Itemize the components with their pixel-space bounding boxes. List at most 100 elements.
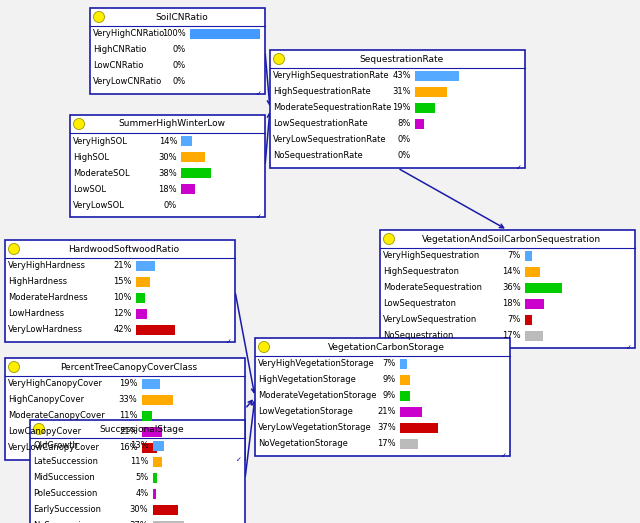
Bar [181, 184, 195, 194]
Text: 9%: 9% [383, 376, 396, 384]
Text: VeryHighHardness: VeryHighHardness [8, 262, 86, 270]
Bar [415, 119, 424, 129]
Bar [255, 338, 510, 456]
Bar [415, 103, 435, 113]
Text: 37%: 37% [377, 424, 396, 433]
Bar [401, 423, 438, 433]
Text: 19%: 19% [392, 104, 411, 112]
Bar [401, 407, 422, 417]
Text: VeryHighSequestrationRate: VeryHighSequestrationRate [273, 72, 390, 81]
Bar [152, 489, 156, 499]
Text: 21%: 21% [119, 427, 138, 437]
Text: LowCNRatio: LowCNRatio [93, 62, 143, 71]
Text: VegetationAndSoilCarbonSequestration: VegetationAndSoilCarbonSequestration [422, 234, 601, 244]
Text: ✓: ✓ [501, 453, 507, 459]
Text: HighCNRatio: HighCNRatio [93, 46, 147, 54]
Text: VeryLowSequestrationRate: VeryLowSequestrationRate [273, 135, 387, 144]
Text: VeryLowCanopyCover: VeryLowCanopyCover [8, 444, 100, 452]
Text: ✓: ✓ [236, 457, 242, 463]
Bar [152, 521, 184, 523]
Text: HighSOL: HighSOL [73, 153, 109, 162]
Bar [136, 309, 147, 319]
Bar [152, 473, 157, 483]
Text: LowSOL: LowSOL [73, 185, 106, 194]
Text: LowHardness: LowHardness [8, 310, 64, 319]
Text: 37%: 37% [130, 521, 148, 523]
Text: 8%: 8% [397, 119, 411, 129]
Text: ModerateSOL: ModerateSOL [73, 168, 130, 177]
Text: 17%: 17% [502, 332, 521, 340]
Text: 14%: 14% [159, 137, 177, 145]
Text: LateSuccession: LateSuccession [33, 458, 98, 467]
Text: VeryHighCNRatio: VeryHighCNRatio [93, 29, 165, 39]
Text: VegetationCarbonStorage: VegetationCarbonStorage [328, 343, 445, 351]
Text: VeryHighVegetationStorage: VeryHighVegetationStorage [258, 359, 375, 369]
Bar [380, 230, 635, 348]
Text: ✓: ✓ [626, 345, 632, 351]
Bar [142, 427, 162, 437]
Bar [401, 359, 408, 369]
Text: PercentTreeCanopyCoverClass: PercentTreeCanopyCoverClass [60, 362, 198, 371]
Bar [90, 8, 265, 94]
Bar [136, 325, 175, 335]
Text: 0%: 0% [173, 77, 186, 86]
Bar [136, 277, 150, 287]
Bar [525, 251, 532, 261]
Text: VeryLowSequestration: VeryLowSequestration [383, 315, 477, 324]
Bar [142, 411, 152, 421]
Text: LowSequestraton: LowSequestraton [383, 300, 456, 309]
Text: OldGrowth: OldGrowth [33, 441, 78, 450]
Bar [152, 457, 162, 467]
Text: ✓: ✓ [226, 339, 232, 345]
Text: 14%: 14% [502, 267, 521, 277]
Circle shape [259, 342, 269, 353]
Text: NoSequestration: NoSequestration [383, 332, 453, 340]
Bar [525, 299, 544, 309]
Bar [525, 331, 543, 341]
Text: SoilCNRatio: SoilCNRatio [155, 13, 208, 21]
Text: 17%: 17% [377, 439, 396, 449]
Text: 15%: 15% [113, 278, 132, 287]
Text: VeryLowCNRatio: VeryLowCNRatio [93, 77, 163, 86]
Text: 21%: 21% [113, 262, 132, 270]
Circle shape [273, 53, 285, 64]
Bar [415, 87, 447, 97]
Text: 10%: 10% [113, 293, 132, 302]
Bar [401, 375, 410, 385]
Text: 18%: 18% [159, 185, 177, 194]
Text: 18%: 18% [502, 300, 521, 309]
Text: 7%: 7% [508, 252, 521, 260]
Bar [152, 505, 179, 515]
Text: 0%: 0% [397, 135, 411, 144]
Text: 16%: 16% [119, 444, 138, 452]
Text: ModerateHardness: ModerateHardness [8, 293, 88, 302]
Bar [189, 29, 260, 39]
Bar [401, 391, 410, 401]
Text: ModerateVegetationStorage: ModerateVegetationStorage [258, 392, 376, 401]
Circle shape [8, 361, 19, 372]
Bar [70, 115, 265, 217]
Bar [181, 136, 192, 146]
Text: 31%: 31% [392, 87, 411, 97]
Text: HighSequestraton: HighSequestraton [383, 267, 459, 277]
Text: 38%: 38% [159, 168, 177, 177]
Text: 7%: 7% [508, 315, 521, 324]
Text: VeryLowHardness: VeryLowHardness [8, 325, 83, 335]
Text: LowCanopyCover: LowCanopyCover [8, 427, 81, 437]
Text: VeryHighCanopyCover: VeryHighCanopyCover [8, 380, 103, 389]
Text: VeryLowVegetationStorage: VeryLowVegetationStorage [258, 424, 372, 433]
Bar [525, 267, 540, 277]
Text: 30%: 30% [159, 153, 177, 162]
Text: 5%: 5% [135, 473, 148, 483]
Bar [152, 441, 164, 451]
Bar [181, 168, 211, 178]
Bar [136, 261, 156, 271]
Text: ModerateSequestration: ModerateSequestration [383, 283, 482, 292]
Text: 33%: 33% [118, 395, 138, 404]
Text: LowSequestrationRate: LowSequestrationRate [273, 119, 368, 129]
Bar [525, 283, 562, 293]
Text: VeryHighSequestration: VeryHighSequestration [383, 252, 480, 260]
Text: 30%: 30% [130, 506, 148, 515]
Text: NoVegetationStorage: NoVegetationStorage [258, 439, 348, 449]
Text: NoSequestrationRate: NoSequestrationRate [273, 152, 363, 161]
